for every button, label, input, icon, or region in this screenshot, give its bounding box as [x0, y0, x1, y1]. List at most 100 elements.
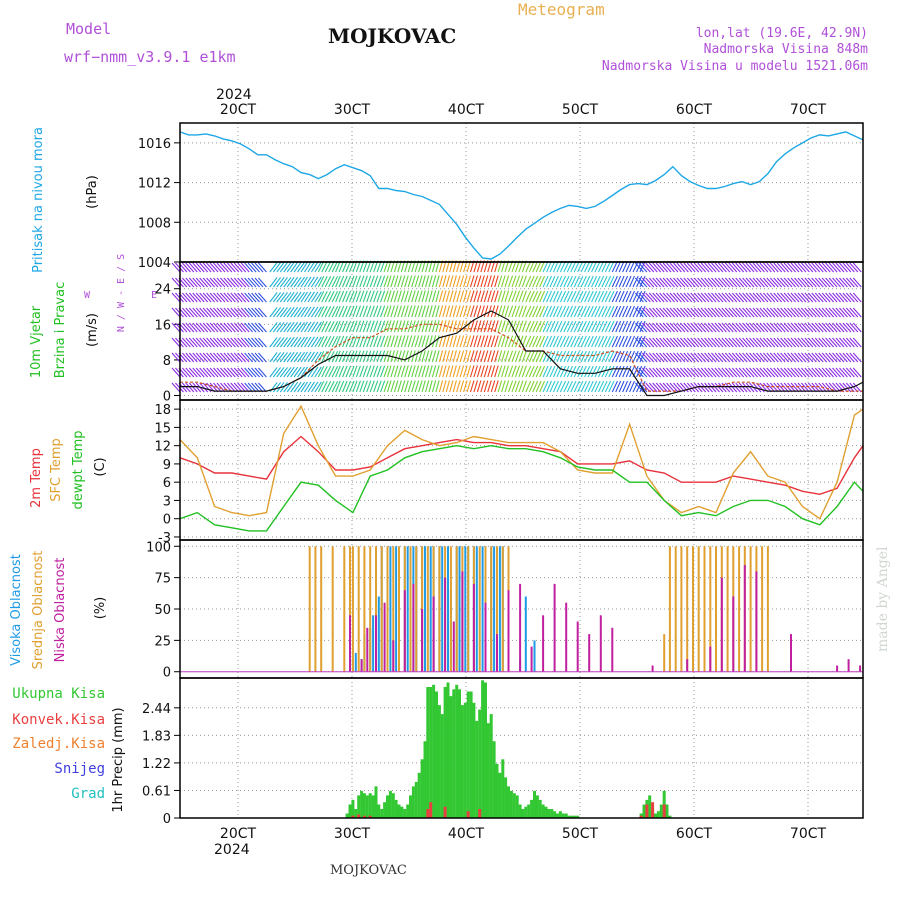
wind-barb	[835, 337, 845, 348]
ytick-label: 1.83	[142, 729, 171, 744]
wind-barb	[254, 292, 264, 303]
wind-barb	[597, 380, 605, 393]
wind-barb	[216, 307, 226, 318]
wind-barb	[776, 292, 786, 303]
bar	[478, 546, 481, 672]
wind-barb	[563, 260, 570, 273]
wind-barb	[686, 307, 696, 318]
wind-barb	[428, 320, 433, 333]
wind-barb	[411, 335, 416, 348]
wind-barb	[338, 350, 345, 363]
wind-barb	[704, 352, 713, 363]
wind-barb	[452, 290, 457, 303]
wind-barb	[766, 262, 776, 273]
bar	[475, 720, 479, 818]
wind-barb	[525, 335, 532, 348]
wind-barb	[673, 352, 682, 363]
top-time-label: 30CT	[334, 102, 371, 118]
wind-barb	[220, 292, 229, 303]
wind-barb	[714, 277, 724, 288]
wind-barb	[655, 367, 665, 378]
wind-barb	[331, 306, 339, 318]
wind-barb	[400, 305, 406, 318]
wind-barb	[525, 365, 532, 378]
wind-barb	[324, 261, 332, 273]
wind-barb	[442, 365, 447, 378]
wind-barb	[546, 260, 552, 273]
wind-barb	[335, 335, 341, 348]
ytick-label: 9	[163, 458, 171, 473]
bar	[564, 813, 568, 818]
wind-barb	[676, 307, 686, 318]
bar	[452, 689, 456, 818]
wind-barb	[348, 260, 355, 273]
wind-barb	[192, 292, 202, 303]
bar	[412, 583, 415, 672]
wind-barb	[192, 337, 202, 348]
wind-barb	[421, 350, 426, 363]
bar	[755, 571, 758, 672]
wind-barb	[849, 277, 859, 288]
wind-barb	[237, 277, 247, 288]
wind-barb	[331, 321, 339, 333]
wind-barb	[676, 337, 686, 348]
wind-barb	[254, 352, 264, 363]
wind-barb	[411, 275, 416, 288]
wind-barb	[514, 365, 521, 378]
series-line	[179, 131, 864, 260]
bar	[484, 602, 487, 672]
wind-barb	[839, 337, 848, 348]
bar	[656, 811, 660, 818]
wind-barb	[549, 320, 556, 333]
wind-barb	[456, 350, 461, 363]
wind-barb	[428, 350, 433, 363]
wind-barb	[380, 365, 386, 378]
wind-barb	[604, 350, 612, 363]
wind-barb	[584, 350, 591, 363]
wind-barb	[272, 337, 282, 348]
bar	[558, 811, 562, 818]
wind-barb	[240, 352, 250, 363]
wind-barb	[293, 366, 302, 378]
wind-barb	[539, 290, 546, 303]
wind-barb	[380, 380, 386, 393]
wind-barb	[797, 292, 807, 303]
wind-barb	[811, 337, 821, 348]
wind-barb	[818, 322, 828, 333]
wind-barb	[362, 365, 368, 378]
wind-barb	[504, 320, 510, 333]
wind-barb	[615, 335, 622, 348]
wind-barb	[171, 292, 181, 303]
precip-unit: 1hr Precip (mm)	[111, 707, 126, 812]
wind-barb	[549, 350, 556, 363]
wind-barb	[615, 320, 622, 333]
wind-barb	[580, 365, 587, 378]
wind-barb	[724, 382, 734, 393]
wind-barb	[690, 322, 700, 333]
wind-barb	[787, 352, 796, 363]
wind-barb	[414, 335, 420, 348]
wind-barb	[648, 322, 658, 333]
wind-barb	[352, 380, 358, 393]
wind-barb	[240, 337, 250, 348]
wind-barb	[832, 322, 841, 333]
wind-barb	[845, 337, 855, 348]
wind-barb	[511, 290, 517, 303]
bar	[351, 815, 355, 818]
wind-barb	[383, 350, 389, 363]
wind-barb	[383, 305, 389, 318]
wind-barb	[459, 335, 465, 348]
wind-barb	[577, 380, 584, 393]
wind-barb	[638, 277, 648, 288]
wind-barb	[591, 365, 598, 378]
wind-barb	[587, 260, 594, 273]
wind-barb	[679, 307, 689, 318]
wind-barb	[790, 307, 800, 318]
wind-barb	[584, 380, 591, 393]
wind-barb	[797, 352, 807, 363]
wind-barb	[532, 335, 539, 348]
wind-barb	[425, 350, 430, 363]
wind-barb	[752, 277, 762, 288]
wind-barb	[652, 277, 662, 288]
bar	[374, 786, 378, 818]
